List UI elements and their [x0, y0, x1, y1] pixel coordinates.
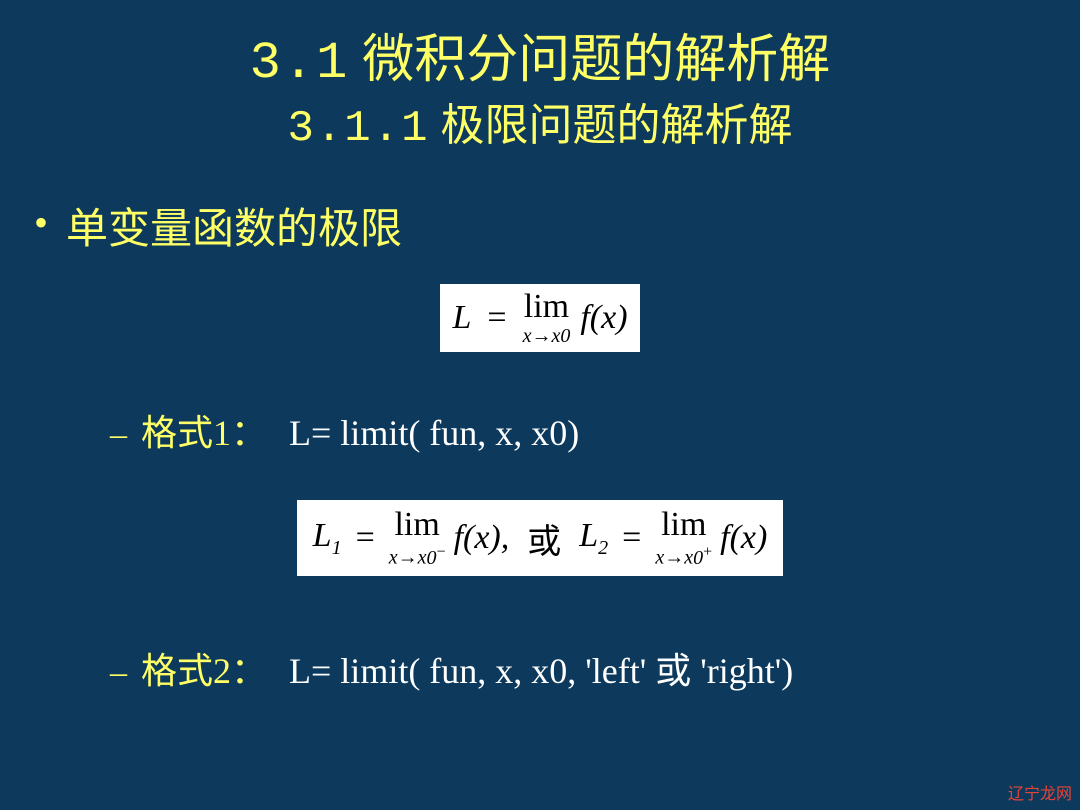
formula-lhs: L — [452, 299, 471, 337]
section-number: 3.1 — [250, 34, 350, 93]
eq-1: = — [350, 519, 381, 557]
limit-sub-base: x→x — [523, 325, 561, 347]
formula-rhs: f(x) — [580, 299, 627, 337]
slide-container: 3.1 微积分问题的解析解 3.1.1 极限问题的解析解 • 单变量函数的极限 … — [0, 0, 1080, 810]
formula-onesided: L1 = lim x→x0− f(x), 或 L2 = lim x→x0+ f(… — [0, 500, 1080, 576]
limit-left-label: lim — [394, 508, 439, 542]
limit-right-sub: x→x0+ — [655, 544, 712, 568]
watermark-text: 辽宁龙网 — [1008, 780, 1072, 804]
format-1-code: L= limit( fun, x, x0) — [289, 412, 579, 454]
or-text: 或 — [517, 514, 571, 563]
limit-right-label: lim — [661, 508, 706, 542]
dash-marker-2: – — [110, 654, 127, 692]
limit-sub-index: 0 — [560, 325, 570, 347]
formula-eq: = — [481, 299, 512, 337]
fx-right: f(x) — [720, 519, 767, 557]
formula-onesided-inner: L1 = lim x→x0− f(x), 或 L2 = lim x→x0+ f(… — [297, 500, 784, 576]
section-title: 3.1 微积分问题的解析解 — [0, 28, 1080, 96]
l2-symbol: L2 — [579, 517, 608, 560]
limit-left-sub: x→x0− — [389, 544, 446, 568]
bullet-item: • 单变量函数的极限 — [0, 195, 1080, 256]
format-2-label: 格式2： — [141, 642, 267, 694]
bullet-marker: • — [34, 199, 48, 247]
limit-subscript: x→x0 — [523, 326, 571, 346]
formula-limit: L = lim x→x0 f(x) — [0, 284, 1080, 352]
subsection-title: 3.1.1 极限问题的解析解 — [0, 96, 1080, 159]
subsection-text: 极限问题的解析解 — [441, 101, 793, 150]
format-2-code: L= limit( fun, x, x0, 'left' 或 'right') — [289, 642, 793, 694]
limit-label: lim — [524, 290, 569, 324]
subsection-number: 3.1.1 — [287, 104, 429, 154]
title-block: 3.1 微积分问题的解析解 3.1.1 极限问题的解析解 — [0, 28, 1080, 159]
limit-left: lim x→x0− — [389, 508, 446, 568]
format-2-row: – 格式2： L= limit( fun, x, x0, 'left' 或 'r… — [0, 642, 1080, 694]
format-1-label: 格式1： — [141, 404, 267, 456]
format-1-row: – 格式1： L= limit( fun, x, x0) — [0, 404, 1080, 456]
l1-symbol: L1 — [313, 517, 342, 560]
limit-operator: lim x→x0 — [523, 290, 571, 346]
bullet-text: 单变量函数的极限 — [66, 195, 402, 256]
fx-left: f(x), — [454, 519, 510, 557]
section-text: 微积分问题的解析解 — [362, 32, 830, 89]
limit-right: lim x→x0+ — [655, 508, 712, 568]
dash-marker: – — [110, 416, 127, 454]
formula-limit-inner: L = lim x→x0 f(x) — [440, 284, 639, 352]
eq-2: = — [616, 519, 647, 557]
